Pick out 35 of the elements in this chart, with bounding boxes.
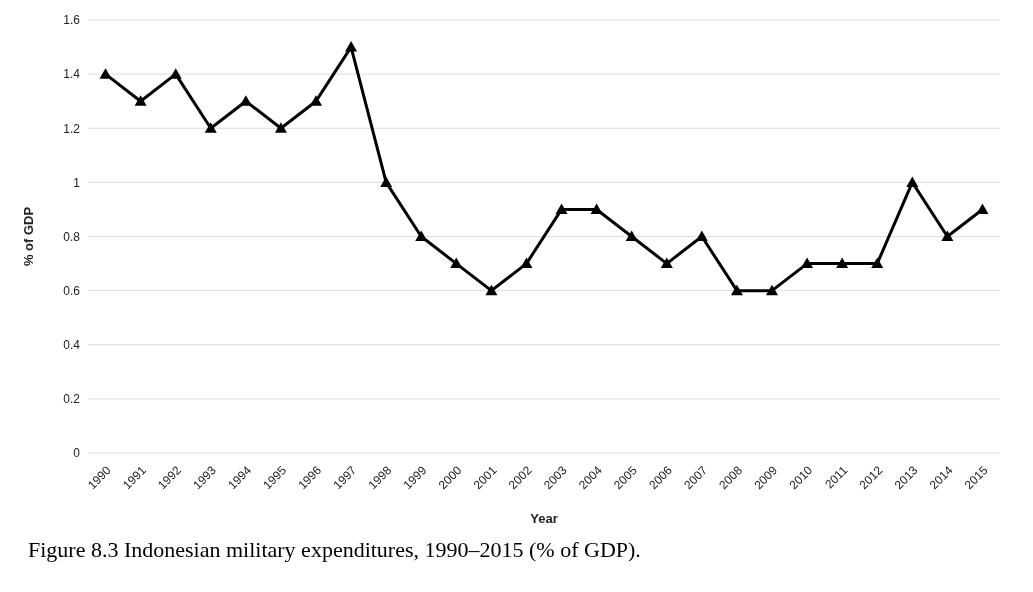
point	[625, 230, 638, 241]
point	[99, 68, 112, 79]
point	[169, 68, 182, 79]
caption: Figure 8.3 Indonesian military expenditures, 1990–2015 (% of GDP).	[28, 537, 642, 563]
y-tick-label: 1	[73, 175, 81, 190]
point	[941, 230, 954, 241]
y-tick-label: 1.4	[63, 67, 81, 82]
point	[274, 122, 287, 133]
point	[836, 257, 849, 269]
point	[485, 284, 498, 296]
y-tick-label: 0.2	[63, 392, 81, 407]
point	[976, 203, 989, 214]
point	[871, 257, 884, 269]
point	[380, 176, 393, 187]
y-tick-label: 0	[73, 446, 81, 461]
point	[730, 284, 743, 296]
y-tick-label: 0.4	[63, 338, 81, 353]
point	[801, 257, 814, 269]
point	[555, 203, 568, 214]
point	[345, 41, 358, 52]
point	[450, 257, 463, 269]
x-axis-title: Year	[530, 511, 558, 526]
point	[520, 257, 533, 269]
point	[134, 95, 147, 106]
point	[660, 257, 673, 269]
y-tick-label: 1.2	[63, 121, 81, 136]
point	[906, 176, 919, 187]
y-tick-label: 1.6	[63, 13, 81, 28]
point	[204, 122, 217, 133]
y-axis-title: % of GDP	[20, 206, 36, 267]
point	[766, 284, 778, 296]
y-tick-label: 0.8	[63, 229, 81, 244]
y-tick-label: 0.6	[63, 283, 81, 298]
point	[590, 203, 603, 214]
point	[310, 95, 322, 106]
